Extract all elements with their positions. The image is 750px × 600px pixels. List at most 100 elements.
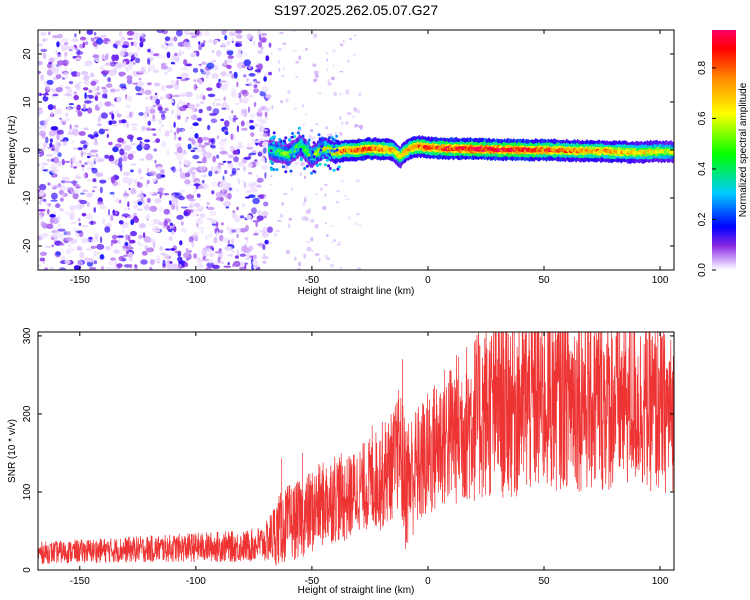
signal-cell (272, 141, 276, 145)
signal-cell (328, 156, 332, 160)
noise-blob (174, 52, 178, 57)
noise-blob (56, 60, 65, 66)
noise-blob (78, 131, 86, 136)
noise-blob (302, 123, 306, 126)
noise-blob (104, 54, 109, 61)
noise-blob (219, 150, 228, 155)
signal-cell (282, 157, 286, 160)
noise-blob (262, 244, 266, 250)
noise-blob (53, 156, 59, 164)
signal-cell (321, 153, 325, 157)
noise-blob (219, 80, 222, 84)
noise-blob (202, 179, 205, 184)
noise-blob (40, 233, 49, 238)
signal-cell (307, 138, 311, 142)
colorbar-label: Normalized spectral amplitude (738, 82, 749, 217)
noise-blob (196, 193, 201, 198)
noise-blob (260, 119, 267, 125)
heatmap-ytick-label: -20 (22, 238, 33, 253)
noise-blob (232, 118, 237, 123)
noise-blob (67, 231, 71, 236)
noise-blob (196, 50, 200, 57)
noise-blob (256, 174, 259, 178)
noise-blob (81, 164, 85, 168)
noise-blob (231, 74, 235, 79)
noise-blob (44, 245, 52, 248)
noise-blob (75, 176, 82, 180)
signal-cell (291, 152, 295, 156)
noise-blob (224, 74, 233, 77)
noise-blob (106, 222, 112, 226)
noise-blob (55, 50, 58, 55)
noise-blob (114, 143, 122, 148)
noise-blob (174, 192, 183, 199)
heatmap-xtick-label: -50 (305, 275, 320, 286)
noise-blob (87, 166, 92, 170)
noise-blob (235, 30, 243, 34)
noise-blob (257, 151, 263, 157)
noise-blob (136, 193, 144, 199)
noise-blob (142, 114, 148, 119)
noise-blob (183, 159, 188, 164)
noise-blob (302, 104, 305, 108)
noise-blob (168, 236, 173, 241)
noise-blob (303, 216, 308, 221)
noise-blob (149, 108, 156, 114)
noise-blob (211, 219, 218, 225)
noise-blob (310, 249, 315, 252)
noise-blob (353, 107, 358, 112)
noise-blob (275, 230, 280, 233)
noise-blob (215, 196, 223, 201)
signal-cell (297, 126, 301, 130)
signal-cell (300, 153, 304, 157)
colorbar-gradient (712, 30, 736, 270)
noise-blob (216, 221, 219, 228)
noise-blob (305, 47, 308, 51)
signal-cell (305, 164, 309, 168)
noise-blob (207, 259, 214, 264)
signal-cell (312, 169, 316, 173)
noise-blob (277, 48, 283, 51)
noise-blob (147, 167, 150, 173)
noise-blob (261, 256, 269, 260)
signal-cell (306, 141, 310, 145)
noise-blob (196, 222, 199, 228)
signal-cell (270, 168, 273, 171)
noise-blob (263, 147, 267, 154)
snr-xtick-label: -50 (305, 576, 320, 587)
noise-blob (146, 179, 150, 185)
noise-blob (123, 195, 128, 199)
noise-blob (233, 215, 242, 222)
noise-blob (164, 248, 172, 251)
noise-blob (184, 262, 189, 268)
noise-blob (177, 256, 183, 262)
noise-blob (56, 215, 61, 222)
noise-blob (138, 112, 144, 116)
noise-blob (70, 211, 76, 217)
noise-blob (208, 112, 217, 117)
noise-blob (108, 141, 113, 146)
noise-blob (57, 160, 62, 167)
noise-blob (336, 189, 341, 193)
colorbar-tick-label: 0.8 (697, 61, 708, 75)
noise-blob (236, 233, 239, 239)
noise-blob (237, 141, 243, 149)
noise-blob (217, 256, 221, 264)
noise-blob (40, 48, 48, 53)
noise-blob (129, 239, 136, 244)
noise-blob (243, 59, 251, 67)
noise-blob (206, 87, 213, 91)
noise-blob (247, 161, 253, 169)
noise-blob (45, 94, 49, 98)
noise-blob (236, 188, 239, 195)
noise-blob (180, 73, 189, 78)
signal-cell (290, 135, 294, 139)
signal-cell (272, 131, 276, 135)
noise-blob (150, 119, 157, 122)
noise-blob (229, 187, 232, 191)
noise-blob (265, 94, 272, 99)
noise-blob (233, 156, 239, 163)
noise-blob (47, 169, 53, 172)
noise-blob (52, 93, 59, 97)
noise-blob (196, 257, 203, 264)
